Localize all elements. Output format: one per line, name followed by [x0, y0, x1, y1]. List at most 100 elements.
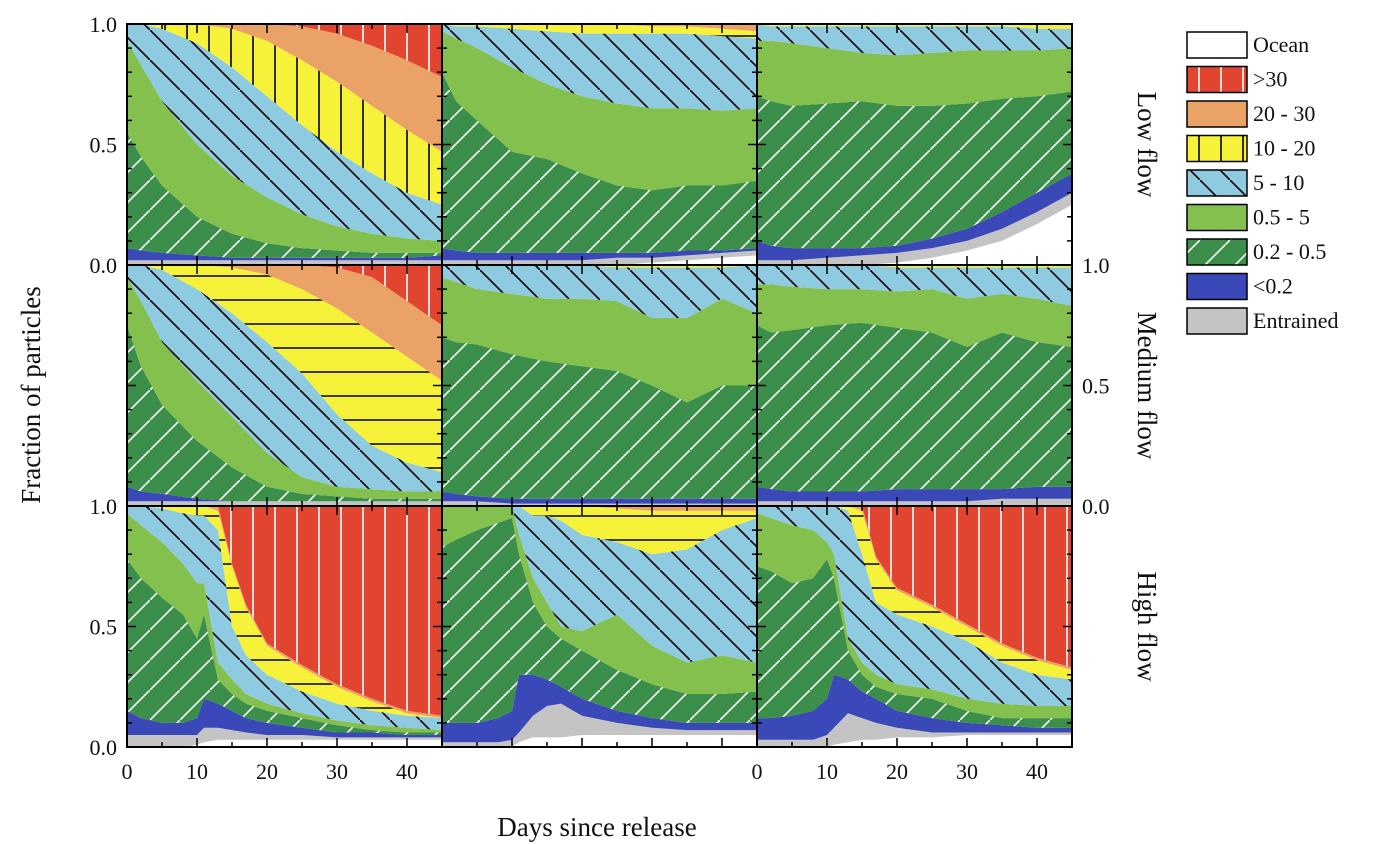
hatch-0-2-0-5: [127, 325, 442, 502]
area-entrained: [127, 727, 442, 747]
legend-item-0-2-0-5: 0.2 - 0.5: [1186, 238, 1326, 266]
x-tick-label: 30: [956, 759, 978, 784]
hatch-0-2-0-5: [757, 322, 1072, 492]
panel-r1-c0: [126, 264, 443, 507]
panels-layer: [126, 23, 1073, 748]
area-20-30: [442, 506, 757, 511]
hatch-10-20: [757, 24, 1072, 29]
hatch-5-10: [127, 506, 442, 731]
area-0-2: [442, 491, 757, 504]
legend-label: 10 - 20: [1253, 136, 1315, 161]
area-0-2: [442, 674, 757, 743]
panel-areas: [442, 265, 757, 506]
area-entrained: [442, 250, 757, 265]
hatch-0-2-0-5: [127, 559, 442, 735]
area-entrained: [127, 501, 442, 506]
legend-item-0-2: <0.2: [1186, 272, 1293, 301]
panel-r1-c2: [756, 264, 1073, 507]
legend-item-5-10: 5 - 10: [1186, 169, 1304, 197]
legend-swatch-border: [1186, 272, 1248, 301]
x-tick-label: 0: [122, 759, 133, 784]
area-0-5-5: [127, 40, 442, 253]
legend-swatch-border: [1186, 134, 1248, 163]
hatch-0-2-0-5: [757, 91, 1072, 249]
x-tick-label: 20: [886, 759, 908, 784]
area-0-5-5: [442, 506, 757, 694]
hatch-30: [127, 506, 442, 716]
panel-r0-c1: [441, 23, 758, 266]
panel-areas: [127, 265, 442, 506]
legend-label: Ocean: [1253, 32, 1309, 57]
area-20-30: [127, 265, 442, 381]
hatch-5-10: [757, 24, 1072, 56]
area-0-2: [757, 486, 1072, 502]
legend-swatch-border: [1186, 169, 1248, 197]
legend-swatch-hatch: [1187, 135, 1247, 162]
area-0-5-5: [127, 277, 442, 499]
legend-swatch-border: [1186, 65, 1248, 94]
x-tick-label: 40: [1026, 759, 1048, 784]
panel-areas: [127, 24, 442, 265]
panel-areas: [442, 24, 757, 265]
hatch-5-10: [442, 265, 757, 318]
legend-label: 0.2 - 0.5: [1253, 239, 1326, 264]
y-tick-label: 1.0: [90, 494, 118, 519]
panel-areas: [757, 265, 1072, 506]
legend: Ocean >30 20 - 30 10 - 20 5 - 10 0.5 - 5 0.2 -…: [1186, 31, 1339, 335]
hatch-5-10: [127, 24, 442, 241]
x-axis-label: Days since release: [497, 812, 696, 842]
legend-swatch-border: [1186, 31, 1248, 59]
legend-swatch-hatch: [1187, 66, 1247, 93]
panel-r2-c0: [126, 505, 443, 748]
hatch-0-2-0-5: [757, 559, 1072, 728]
area-20-30: [442, 24, 757, 32]
hatch-5-10: [442, 506, 757, 663]
hatch-10-20: [127, 24, 442, 205]
hatch-5-10: [127, 265, 442, 492]
panel-areas: [757, 24, 1072, 265]
area-0-5-5: [757, 513, 1072, 719]
hatch-5-10: [442, 24, 757, 111]
row-label: Medium flow: [1132, 312, 1162, 460]
area-entrained: [127, 260, 442, 265]
hatch-10-20: [757, 506, 1072, 680]
hatch-0-2-0-5: [442, 72, 757, 253]
panel-areas: [757, 506, 1072, 747]
hatch-10-20: [442, 506, 757, 555]
legend-label: 5 - 10: [1253, 170, 1304, 195]
legend-swatch: [1187, 101, 1247, 127]
hatch-10-20: [127, 506, 442, 719]
legend-swatch-border: [1186, 238, 1248, 266]
area-entrained: [757, 713, 1072, 747]
panel-r0-c0: [126, 23, 443, 266]
y-tick-label: 0.0: [90, 253, 118, 278]
legend-label: >30: [1253, 67, 1287, 92]
x-tick-label: 10: [186, 759, 208, 784]
area-20-30: [127, 24, 442, 152]
legend-label: <0.2: [1253, 274, 1293, 299]
y-tick-label: 0.5: [1082, 374, 1110, 399]
panel-r1-c1: [441, 264, 758, 507]
area-entrained: [757, 498, 1072, 506]
area-entrained: [442, 703, 757, 747]
legend-swatch-border: [1186, 307, 1248, 335]
area-0-5-5: [442, 31, 757, 191]
row-labels: Low flow Medium flow High flow: [1132, 92, 1162, 682]
y-tick-label: 0.5: [90, 133, 118, 158]
area-0-5-5: [127, 513, 442, 733]
legend-label: 20 - 30: [1253, 101, 1315, 126]
area-0-5-5: [757, 40, 1072, 106]
legend-swatch: [1187, 204, 1247, 231]
hatch-10-20: [442, 24, 757, 39]
legend-swatch-border: [1186, 203, 1248, 232]
hatch-30: [127, 24, 442, 77]
x-tick-label: 30: [326, 759, 348, 784]
y-tick-label: 0.0: [1082, 494, 1110, 519]
x-tick-label: 0: [752, 759, 763, 784]
row-label: Low flow: [1132, 92, 1162, 198]
legend-swatch-hatch: [1187, 170, 1247, 196]
legend-swatch: [1187, 308, 1247, 334]
area-0-2: [127, 698, 442, 738]
area-0-5-5: [442, 277, 757, 403]
legend-item-0-5-5: 0.5 - 5: [1186, 203, 1310, 232]
